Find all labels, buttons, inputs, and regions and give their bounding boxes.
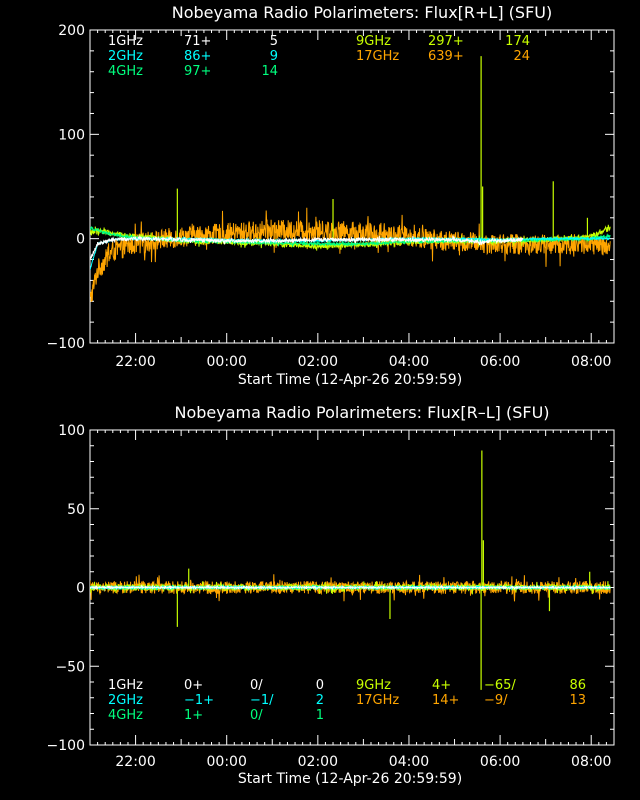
x-tick-label: 22:00 — [115, 754, 155, 770]
legend-band: 2GHz — [108, 49, 143, 64]
chart-panel-2: Nobeyama Radio Polarimeters: Flux[R–L] (… — [47, 403, 615, 787]
y-tick-label: 100 — [58, 127, 85, 143]
legend-ratio: 0/ — [250, 678, 263, 693]
chart-panel-1: Nobeyama Radio Polarimeters: Flux[R+L] (… — [47, 3, 615, 388]
x-tick-label: 08:00 — [571, 354, 611, 370]
legend-extra: 0 — [316, 678, 324, 693]
y-tick-label: 50 — [67, 502, 85, 518]
legend-value: 0+ — [184, 678, 203, 693]
y-tick-label: 200 — [58, 23, 85, 39]
x-tick-label: 04:00 — [389, 354, 429, 370]
legend-value: 86+ — [184, 49, 211, 64]
plot-frame — [89, 29, 615, 344]
legend-band: 4GHz — [108, 64, 143, 79]
legend-value: 1+ — [184, 708, 203, 723]
legend-extra: 1 — [316, 708, 324, 723]
legend-value: 639+ — [428, 49, 464, 64]
x-tick-label: 22:00 — [115, 354, 155, 370]
legend-band: 17GHz — [356, 693, 399, 708]
legend-band: 4GHz — [108, 708, 143, 723]
y-tick-label: −100 — [47, 738, 85, 754]
x-tick-label: 02:00 — [298, 354, 338, 370]
x-tick-label: 06:00 — [480, 354, 520, 370]
chart-title: Nobeyama Radio Polarimeters: Flux[R–L] (… — [174, 403, 549, 422]
series-line-1GHz — [90, 583, 611, 592]
y-tick-label: 0 — [76, 581, 85, 597]
legend-extra: 174 — [505, 34, 530, 49]
legend-extra: 5 — [270, 34, 278, 49]
legend-extra: 2 — [316, 693, 324, 708]
series-group — [90, 450, 611, 690]
y-tick-label: −100 — [47, 336, 85, 352]
legend-value: 97+ — [184, 64, 211, 79]
x-tick-label: 02:00 — [298, 754, 338, 770]
chart-title: Nobeyama Radio Polarimeters: Flux[R+L] (… — [172, 3, 552, 22]
legend-extra: 9 — [270, 49, 278, 64]
legend-value: 71+ — [184, 34, 211, 49]
legend-band: 9GHz — [356, 34, 391, 49]
x-tick-label: 04:00 — [389, 754, 429, 770]
legend-extra: 14 — [261, 64, 278, 79]
legend-value: 14+ — [432, 693, 459, 708]
legend-value: 4+ — [432, 678, 451, 693]
legend-band: 2GHz — [108, 693, 143, 708]
legend-band: 9GHz — [356, 678, 391, 693]
y-tick-label: 0 — [76, 232, 85, 248]
legend-band: 1GHz — [108, 678, 143, 693]
legend-value: 297+ — [428, 34, 464, 49]
legend-value: −1+ — [184, 693, 214, 708]
x-tick-label: 00:00 — [207, 754, 247, 770]
y-tick-label: 100 — [58, 423, 85, 439]
legend-extra: 13 — [569, 693, 586, 708]
x-tick-label: 00:00 — [207, 354, 247, 370]
x-axis-label: Start Time (12-Apr-26 20:59:59) — [238, 372, 462, 388]
legend-ratio: −1/ — [250, 693, 274, 708]
legend-ratio: −9/ — [484, 693, 508, 708]
legend-extra: 24 — [513, 49, 530, 64]
legend-ratio: 0/ — [250, 708, 263, 723]
y-tick-label: −50 — [55, 659, 85, 675]
series-line-17GHz — [90, 207, 611, 302]
x-tick-label: 08:00 — [571, 754, 611, 770]
legend-extra: 86 — [569, 678, 586, 693]
x-tick-label: 06:00 — [480, 754, 520, 770]
x-axis-label: Start Time (12-Apr-26 20:59:59) — [238, 771, 462, 787]
series-line-1GHz — [90, 234, 524, 260]
legend-band: 1GHz — [108, 34, 143, 49]
series-group — [90, 56, 611, 302]
legend-band: 17GHz — [356, 49, 399, 64]
legend-ratio: −65/ — [484, 678, 516, 693]
